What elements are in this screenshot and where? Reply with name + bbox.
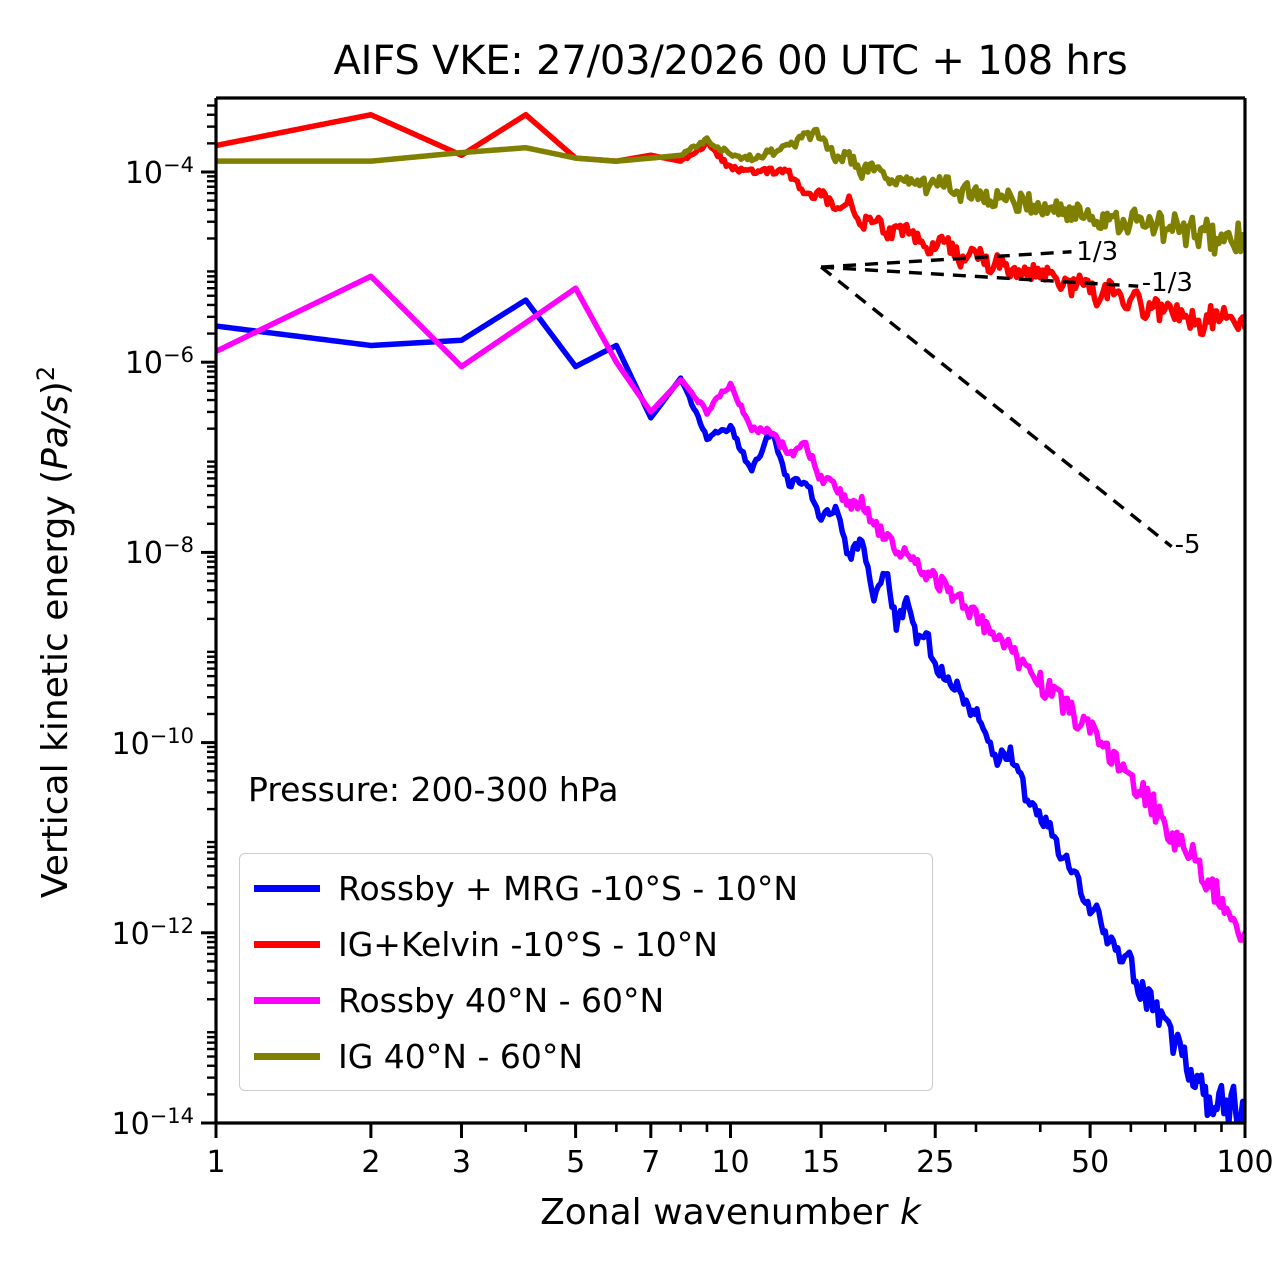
x-tick-label: 100 [1216, 1145, 1274, 1180]
legend-item-rossby-mrg[interactable]: Rossby + MRG -10°S - 10°N [254, 860, 798, 916]
series-line-1 [216, 112, 1245, 338]
slope-line-minus-five [820, 265, 1173, 548]
slope-label-minus-third: -1/3 [1141, 267, 1193, 298]
slope-line-plus-third [820, 250, 1072, 269]
y-tick-label: 10−12 [111, 913, 194, 952]
legend-item-ig-kelvin[interactable]: IG+Kelvin -10°S - 10°N [254, 916, 718, 972]
x-tick-label: 50 [1071, 1145, 1110, 1180]
y-tick-label: 10−6 [124, 343, 194, 382]
legend: Rossby + MRG -10°S - 10°N IG+Kelvin -10°… [239, 853, 933, 1091]
legend-swatch-rossby-mrg [254, 884, 320, 892]
slope-line-minus-third [820, 265, 1139, 288]
legend-item-ig-mid[interactable]: IG 40°N - 60°N [254, 1028, 583, 1084]
x-tick-label: 1 [206, 1145, 226, 1180]
legend-label-ig-kelvin: IG+Kelvin -10°S - 10°N [338, 924, 718, 964]
y-tick-label: 10−14 [111, 1104, 194, 1142]
x-tick-label: 25 [916, 1145, 955, 1180]
chart-title: AIFS VKE: 27/03/2026 00 UTC + 108 hrs [333, 38, 1128, 84]
legend-label-rossby-mrg: Rossby + MRG -10°S - 10°N [338, 868, 799, 908]
legend-swatch-rossby-mid [254, 996, 320, 1004]
y-tick-label: 10−4 [124, 153, 194, 191]
x-axis-label: Zonal wavenumber k [540, 1192, 921, 1233]
x-tick-label: 10 [711, 1145, 750, 1180]
legend-swatch-ig-mid [254, 1052, 320, 1060]
legend-swatch-ig-kelvin [254, 940, 320, 948]
x-tick-label: 3 [451, 1145, 472, 1180]
x-tick-label: 5 [566, 1145, 586, 1180]
series-line-0 [216, 297, 1245, 1123]
slope-label-plus-third: 1/3 [1076, 236, 1119, 267]
x-tick-label: 15 [802, 1145, 841, 1180]
y-tick-label: 10−8 [124, 533, 194, 572]
series-line-2 [216, 273, 1245, 943]
pressure-annotation: Pressure: 200-300 hPa [248, 770, 619, 809]
series-line-3 [216, 126, 1245, 257]
legend-item-rossby-mid[interactable]: Rossby 40°N - 60°N [254, 972, 664, 1028]
x-tick-label: 7 [641, 1145, 661, 1180]
y-axis-label: Vertical kinetic energy (Pa/s)2 [32, 365, 76, 899]
legend-label-rossby-mid: Rossby 40°N - 60°N [338, 980, 665, 1020]
y-tick-label: 10−10 [111, 723, 194, 762]
legend-label-ig-mid: IG 40°N - 60°N [338, 1036, 584, 1076]
slope-label-minus-five: -5 [1174, 530, 1201, 561]
x-tick-label: 2 [361, 1145, 381, 1180]
